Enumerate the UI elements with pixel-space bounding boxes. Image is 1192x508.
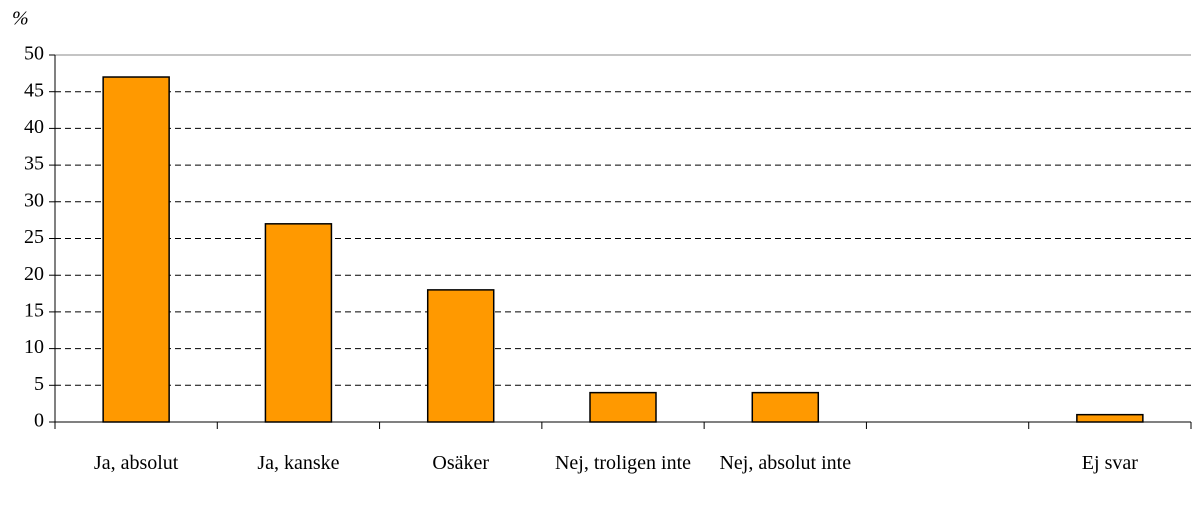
x-tick-label: Nej, absolut inte — [719, 452, 852, 474]
bar — [264, 223, 333, 423]
bar — [426, 289, 495, 423]
x-tick-label: Osäker — [432, 452, 490, 474]
y-tick-label: 15 — [24, 299, 44, 321]
bar — [1076, 413, 1144, 423]
y-tick-label: 50 — [24, 43, 44, 65]
y-tick-label: 25 — [24, 226, 44, 248]
bar — [589, 391, 657, 423]
bar — [102, 76, 170, 423]
y-tick-label: 0 — [34, 410, 44, 432]
y-tick-label: 35 — [24, 153, 44, 175]
y-tick-label: 5 — [34, 373, 44, 395]
x-tick-label: Ej svar — [1081, 452, 1138, 474]
y-axis-label: % — [12, 8, 29, 30]
y-tick-label: 20 — [24, 263, 44, 285]
y-tick-label: 10 — [24, 336, 44, 358]
x-tick-label: Nej, troligen inte — [554, 452, 692, 474]
y-tick-label: 45 — [24, 79, 44, 101]
y-tick-label: 30 — [24, 189, 44, 211]
y-tick-label: 40 — [24, 116, 44, 138]
x-tick-label: Ja, kanske — [257, 452, 340, 474]
x-tick-label: Ja, absolut — [93, 452, 179, 474]
bar — [751, 391, 820, 423]
